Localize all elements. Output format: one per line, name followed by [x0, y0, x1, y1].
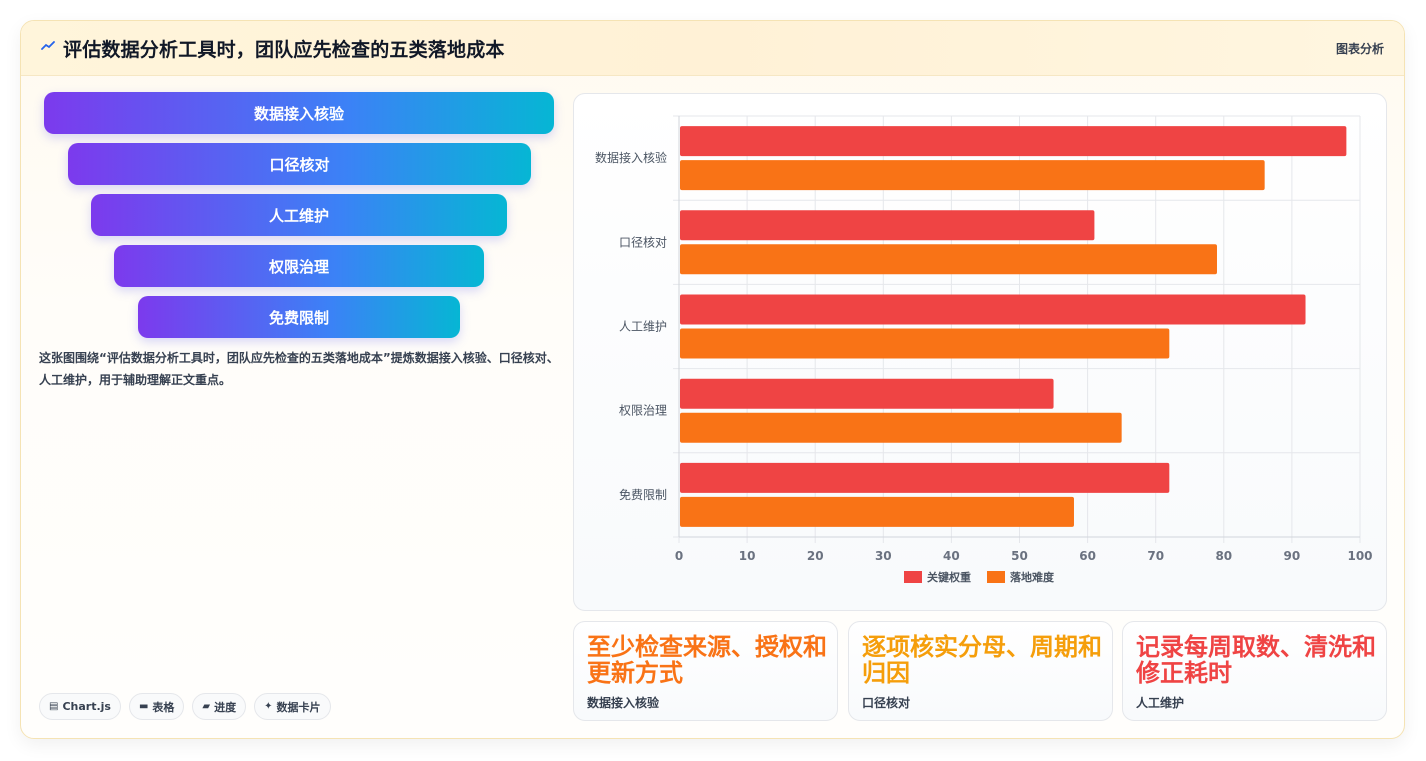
main-card: 评估数据分析工具时，团队应先检查的五类落地成本 图表分析 数据接入核验 口径核对…: [20, 20, 1405, 739]
x-tick-label: 0: [675, 549, 683, 563]
stat-headline: 记录每周取数、清洗和修正耗时: [1136, 633, 1376, 687]
y-category-label: 口径核对: [619, 235, 667, 249]
funnel-item-0: 数据接入核验: [44, 92, 554, 134]
x-tick-label: 40: [943, 549, 960, 563]
chip-chartjs[interactable]: ▤ Chart.js: [39, 693, 121, 720]
x-tick-label: 20: [807, 549, 824, 563]
progress-icon: ▰: [202, 701, 211, 712]
y-category-label: 人工维护: [619, 320, 667, 334]
x-tick-label: 60: [1079, 549, 1096, 563]
trend-line-icon: [41, 41, 55, 50]
bar: [680, 462, 1170, 493]
stat-label: 数据接入核验: [587, 696, 660, 710]
bar: [680, 328, 1170, 359]
category-tag: 图表分析: [1335, 42, 1384, 56]
stat-card-1: 逐项核实分母、周期和归因 口径核对: [848, 621, 1113, 721]
chip-data-card[interactable]: ✦ 数据卡片: [254, 693, 331, 720]
x-tick-label: 80: [1215, 549, 1232, 563]
x-tick-label: 30: [875, 549, 892, 563]
legend-label: 落地难度: [1010, 570, 1055, 584]
chip-progress[interactable]: ▰ 进度: [192, 693, 247, 720]
stat-label: 口径核对: [862, 696, 911, 710]
stat-headline: 逐项核实分母、周期和归因: [862, 633, 1102, 687]
bar: [680, 210, 1095, 241]
y-category-label: 免费限制: [619, 487, 667, 502]
chart-panel: 0 10 20 30 40 50 60 70 80 90 100 数据接入核验口径核对人工维护权限治理…: [573, 93, 1387, 611]
stat-label: 人工维护: [1136, 696, 1185, 710]
funnel-item-1: 口径核对: [68, 143, 531, 185]
chart-icon: ▤: [49, 701, 59, 712]
bar: [680, 244, 1217, 275]
bar: [680, 294, 1306, 325]
page-title: 评估数据分析工具时，团队应先检查的五类落地成本: [63, 39, 505, 61]
legend-swatch: [904, 571, 922, 583]
x-tick-label: 90: [1284, 549, 1301, 563]
bar: [680, 126, 1347, 157]
funnel-item-4: 免费限制: [138, 296, 460, 338]
bar: [680, 412, 1122, 443]
x-tick-label: 10: [739, 549, 756, 563]
x-tick-label: 70: [1147, 549, 1164, 563]
stat-card-0: 至少检查来源、授权和更新方式 数据接入核验: [573, 621, 838, 721]
sparkle-icon: ✦: [264, 701, 273, 712]
funnel-item-3: 权限治理: [114, 245, 484, 287]
funnel-item-2: 人工维护: [91, 194, 507, 236]
x-tick-label: 100: [1347, 549, 1372, 563]
table-icon: ▬: [138, 701, 149, 712]
bar: [680, 160, 1265, 191]
stat-card-2: 记录每周取数、清洗和修正耗时 人工维护: [1122, 621, 1387, 721]
stat-headline: 至少检查来源、授权和更新方式: [587, 633, 827, 687]
tool-chips: ▤ Chart.js ▬ 表格 ▰ 进度 ✦ 数据卡片: [39, 693, 331, 720]
legend-swatch: [987, 571, 1005, 583]
y-category-label: 权限治理: [619, 404, 667, 418]
bar: [680, 496, 1074, 527]
legend-label: 关键权重: [927, 570, 971, 584]
y-category-label: 数据接入核验: [595, 150, 667, 165]
bar: [680, 378, 1054, 409]
bar-chart: 0 10 20 30 40 50 60 70 80 90 100 数据接入核验口径核对人工维护权限治理…: [595, 115, 1373, 584]
chart-description: 这张图围绕“评估数据分析工具时，团队应先检查的五类落地成本”提炼数据接入核验、口…: [39, 351, 559, 387]
header: 评估数据分析工具时，团队应先检查的五类落地成本 图表分析: [21, 21, 1404, 76]
chip-table[interactable]: ▬ 表格: [128, 693, 185, 720]
x-tick-label: 50: [1011, 549, 1028, 563]
